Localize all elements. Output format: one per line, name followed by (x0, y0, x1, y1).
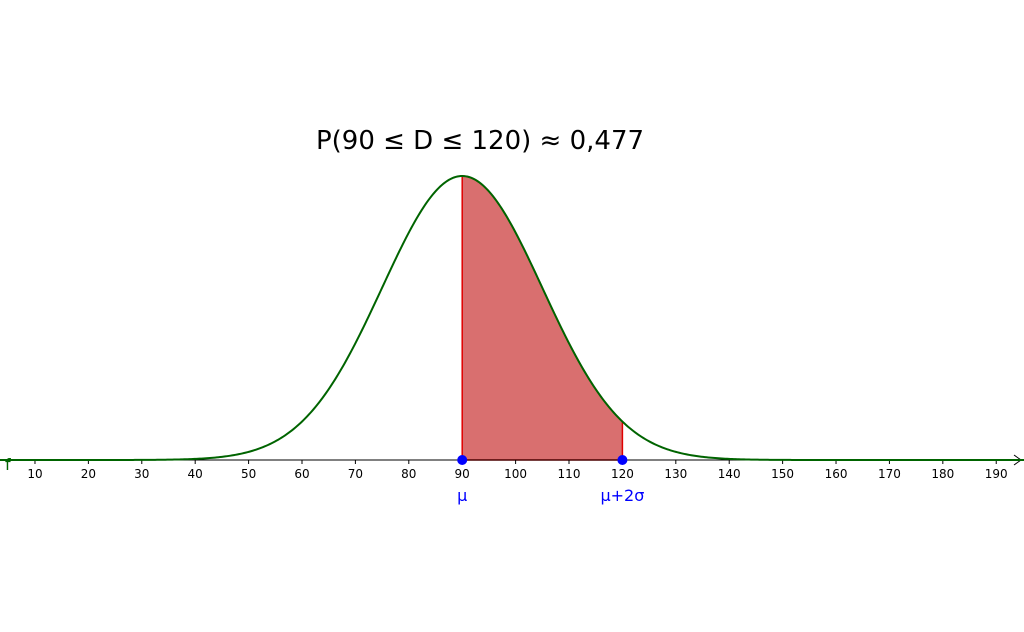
x-tick-label: 60 (294, 467, 309, 481)
x-tick-label: 80 (401, 467, 416, 481)
x-tick-label: 160 (825, 467, 848, 481)
x-tick-label: 170 (878, 467, 901, 481)
x-tick-label: 70 (348, 467, 363, 481)
x-tick-label: 20 (81, 467, 96, 481)
function-label: f (5, 455, 11, 474)
x-tick-label: 150 (771, 467, 794, 481)
x-tick-label: 130 (664, 467, 687, 481)
x-tick-label: 90 (455, 467, 470, 481)
density-curve (0, 175, 1024, 461)
x-tick-label: 10 (27, 467, 42, 481)
point (617, 455, 628, 465)
point-label: μ+2σ (600, 486, 644, 505)
point (457, 455, 468, 465)
x-tick-label: 50 (241, 467, 256, 481)
x-tick-label: 40 (188, 467, 203, 481)
shaded-area (461, 175, 624, 461)
x-tick-label: 100 (504, 467, 527, 481)
x-tick-label: 30 (134, 467, 149, 481)
point-label: μ (457, 486, 467, 505)
x-tick-label: 120 (611, 467, 634, 481)
x-tick-label: 140 (718, 467, 741, 481)
x-tick-label: 110 (558, 467, 581, 481)
x-tick-label: 180 (931, 467, 954, 481)
x-tick-label: 190 (985, 467, 1008, 481)
chart-title: P(90 ≤ D ≤ 120) ≈ 0,477 (316, 126, 644, 156)
